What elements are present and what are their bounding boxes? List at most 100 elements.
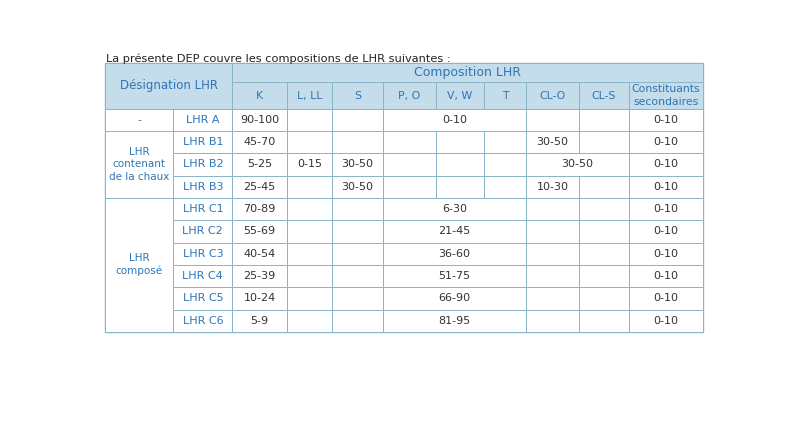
Text: 0-10: 0-10 xyxy=(653,182,678,192)
Bar xyxy=(579,310,629,332)
Bar xyxy=(437,82,484,109)
Bar xyxy=(383,243,526,265)
Bar xyxy=(526,265,579,287)
Text: 10-30: 10-30 xyxy=(537,182,568,192)
Bar xyxy=(232,287,287,310)
Text: V, W: V, W xyxy=(448,91,473,100)
Bar xyxy=(333,220,383,243)
Text: 70-89: 70-89 xyxy=(243,204,276,214)
Bar xyxy=(437,176,484,198)
Text: 25-45: 25-45 xyxy=(243,182,276,192)
Bar xyxy=(173,153,232,176)
Bar xyxy=(333,109,383,131)
Bar xyxy=(579,287,629,310)
Text: LHR C5: LHR C5 xyxy=(183,293,223,304)
Bar xyxy=(526,109,579,131)
Bar xyxy=(105,198,173,332)
Text: 25-39: 25-39 xyxy=(243,271,276,281)
Bar xyxy=(232,82,287,109)
Text: 10-24: 10-24 xyxy=(243,293,276,304)
Bar xyxy=(484,82,526,109)
Bar xyxy=(105,63,703,332)
Bar xyxy=(579,265,629,287)
Bar xyxy=(333,198,383,220)
Text: LHR
contenant
de la chaux: LHR contenant de la chaux xyxy=(109,147,169,182)
Bar xyxy=(484,131,526,153)
Text: 51-75: 51-75 xyxy=(438,271,470,281)
Text: LHR
composé: LHR composé xyxy=(115,254,162,276)
Text: 0-15: 0-15 xyxy=(297,159,322,170)
Bar xyxy=(232,176,287,198)
Bar xyxy=(383,287,526,310)
Bar xyxy=(579,82,629,109)
Bar xyxy=(173,310,232,332)
Bar xyxy=(287,131,333,153)
Text: LHR C4: LHR C4 xyxy=(183,271,223,281)
Bar xyxy=(383,310,526,332)
Bar xyxy=(173,265,232,287)
Text: 6-30: 6-30 xyxy=(442,204,466,214)
Bar xyxy=(287,176,333,198)
Text: La présente DEP couvre les compositions de LHR suivantes :: La présente DEP couvre les compositions … xyxy=(106,54,451,64)
Bar xyxy=(333,176,383,198)
Bar xyxy=(526,176,579,198)
Bar xyxy=(437,153,484,176)
Bar xyxy=(579,198,629,220)
Text: 90-100: 90-100 xyxy=(240,115,279,125)
Bar xyxy=(629,198,703,220)
Text: 0-10: 0-10 xyxy=(653,204,678,214)
Text: Désignation LHR: Désignation LHR xyxy=(120,79,217,92)
Bar xyxy=(629,109,703,131)
Text: LHR C1: LHR C1 xyxy=(183,204,223,214)
Bar xyxy=(437,131,484,153)
Bar xyxy=(526,131,579,153)
Bar xyxy=(232,265,287,287)
Bar xyxy=(579,131,629,153)
Bar xyxy=(105,63,232,109)
Text: LHR A: LHR A xyxy=(186,115,220,125)
Bar xyxy=(579,243,629,265)
Text: 30-50: 30-50 xyxy=(561,159,593,170)
Text: 81-95: 81-95 xyxy=(438,316,470,326)
Text: CL-O: CL-O xyxy=(539,91,566,100)
Bar xyxy=(173,131,232,153)
Text: 5-25: 5-25 xyxy=(247,159,272,170)
Text: LHR C2: LHR C2 xyxy=(183,226,223,237)
Text: Constituants
secondaires: Constituants secondaires xyxy=(631,84,701,107)
Bar xyxy=(287,220,333,243)
Bar xyxy=(579,220,629,243)
Text: 0-10: 0-10 xyxy=(653,316,678,326)
Text: LHR C3: LHR C3 xyxy=(183,249,223,259)
Bar xyxy=(383,131,437,153)
Bar xyxy=(629,176,703,198)
Bar xyxy=(526,153,629,176)
Text: 30-50: 30-50 xyxy=(537,137,568,147)
Text: 21-45: 21-45 xyxy=(438,226,470,237)
Bar xyxy=(629,153,703,176)
Bar xyxy=(232,243,287,265)
Bar xyxy=(526,287,579,310)
Bar xyxy=(629,310,703,332)
Text: 0-10: 0-10 xyxy=(653,271,678,281)
Bar xyxy=(629,82,703,109)
Bar xyxy=(232,131,287,153)
Bar xyxy=(287,198,333,220)
Bar xyxy=(383,198,526,220)
Text: 0-10: 0-10 xyxy=(653,159,678,170)
Text: T: T xyxy=(502,91,508,100)
Bar xyxy=(173,220,232,243)
Text: 66-90: 66-90 xyxy=(438,293,470,304)
Bar xyxy=(579,109,629,131)
Bar xyxy=(105,131,173,198)
Bar xyxy=(287,243,333,265)
Bar xyxy=(383,265,526,287)
Bar xyxy=(173,109,232,131)
Bar xyxy=(287,265,333,287)
Text: 5-9: 5-9 xyxy=(251,316,269,326)
Text: 30-50: 30-50 xyxy=(342,159,374,170)
Bar xyxy=(383,220,526,243)
Bar xyxy=(526,220,579,243)
Bar xyxy=(333,131,383,153)
Bar xyxy=(287,153,333,176)
Bar xyxy=(526,310,579,332)
